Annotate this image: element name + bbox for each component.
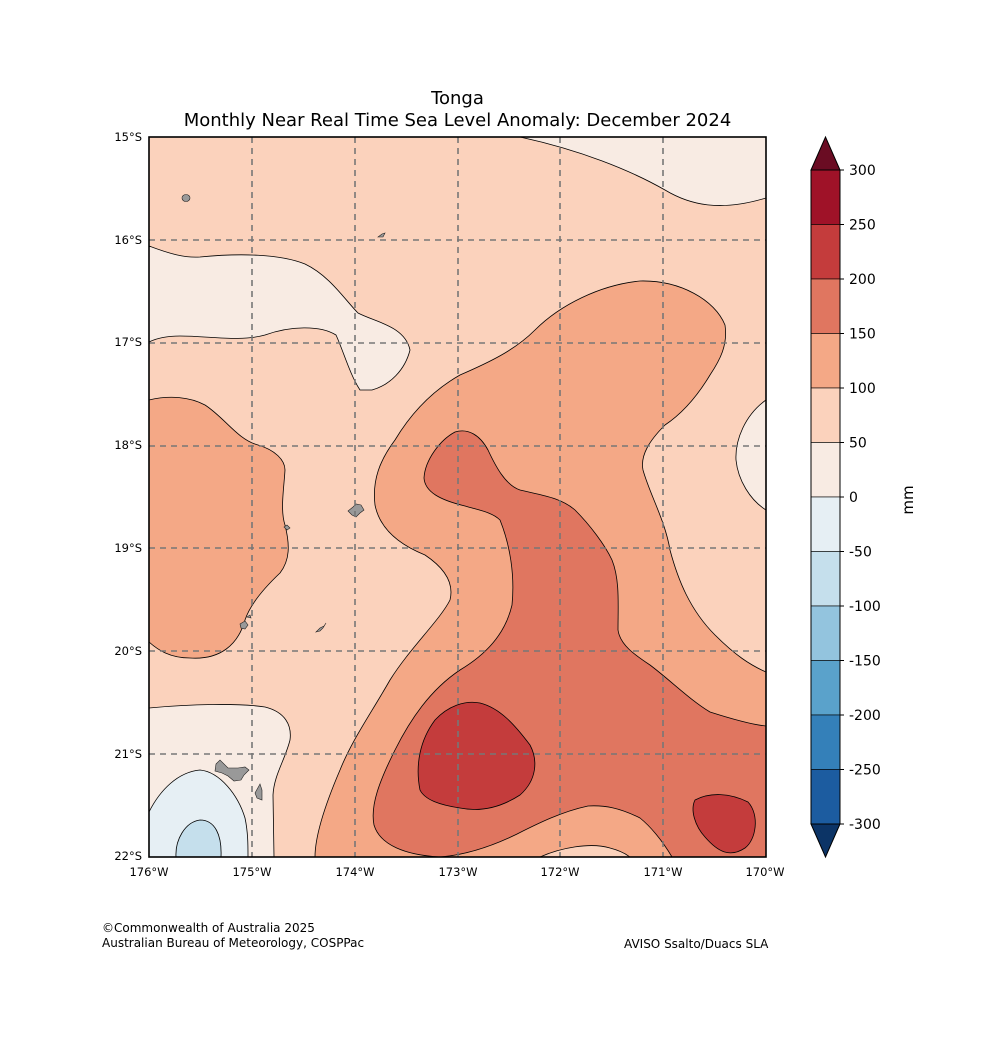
- colorbar-segment: [810, 333, 841, 389]
- colorbar-over-triangle: [810, 135, 841, 171]
- lon-label: 171°W: [643, 865, 682, 879]
- colorbar-under-triangle: [810, 823, 841, 859]
- lat-label: 19°S: [114, 541, 142, 555]
- colorbar-segment: [810, 169, 841, 225]
- contour-neg50-0-sw: [149, 769, 249, 857]
- lat-label: 22°S: [114, 849, 142, 863]
- map-title: Tonga: [431, 88, 484, 109]
- contour-neg100-neg50-sw: [175, 819, 222, 857]
- colorbar-tick-label: 300: [849, 163, 876, 179]
- map-subtitle: Monthly Near Real Time Sea Level Anomaly…: [183, 110, 732, 131]
- colorbar-segment: [810, 605, 841, 661]
- lat-label: 17°S: [114, 335, 142, 349]
- contour-50-100-south: [539, 845, 631, 857]
- map-frame: [148, 136, 767, 858]
- contour-100-150-west: [149, 396, 289, 659]
- colorbar-tick-label: -150: [849, 654, 881, 670]
- colorbar-tick-label: -50: [849, 545, 872, 561]
- colorbar-segment: [810, 224, 841, 280]
- lat-label: 15°S: [114, 130, 142, 144]
- colorbar-segment: [810, 714, 841, 770]
- island-tafahi: [377, 232, 386, 238]
- data-source: AVISO Ssalto/Duacs SLA: [624, 937, 769, 951]
- contour-0-50-ne: [519, 137, 766, 206]
- colorbar-tick-label: 150: [849, 327, 876, 343]
- colorbar-tick-label: 100: [849, 381, 876, 397]
- colorbar-segment: [810, 387, 841, 443]
- colorbar-segment: [810, 278, 841, 334]
- colorbar-unit-label: mm: [899, 485, 917, 514]
- land-masses: [181, 194, 386, 801]
- island-niuafoou: [181, 194, 191, 202]
- lat-label: 18°S: [114, 438, 142, 452]
- lon-label: 175°W: [232, 865, 271, 879]
- lon-label: 170°W: [745, 865, 784, 879]
- island-haapai-2: [246, 614, 252, 619]
- colorbar: 300 250 200 150 100 50 0 -50 -100 -150 -200 -250 -30…: [810, 135, 881, 859]
- island-vavau: [347, 503, 365, 518]
- graticule: [149, 137, 766, 857]
- colorbar-tick-label: 200: [849, 272, 876, 288]
- island-tongatapu: [214, 759, 250, 782]
- lat-axis: 15°S 16°S 17°S 18°S 19°S 20°S 21°S 22°S: [114, 130, 142, 863]
- contour-0-50-nw: [149, 245, 411, 391]
- lon-label: 174°W: [335, 865, 374, 879]
- island-eua: [254, 783, 263, 801]
- island-ata: [315, 622, 327, 633]
- lat-label: 21°S: [114, 747, 142, 761]
- colorbar-tick-label: -250: [849, 763, 881, 779]
- colorbar-tick-label: -300: [849, 817, 881, 833]
- colorbar-segment: [810, 442, 841, 498]
- copyright-credit: ©Commonwealth of Australia 2025 Australi…: [102, 921, 364, 951]
- contour-200-250-central: [417, 701, 536, 810]
- colorbar-segment: [810, 660, 841, 716]
- contour-200-250-east: [692, 794, 756, 854]
- colorbar-tick-label: -100: [849, 599, 881, 615]
- colorbar-tick-label: 0: [849, 490, 858, 506]
- colorbar-segment: [810, 769, 841, 825]
- colorbar-tick-label: 50: [849, 436, 867, 452]
- island-kotu: [239, 620, 249, 630]
- lat-label: 20°S: [114, 644, 142, 658]
- colorbar-tick-label: -200: [849, 708, 881, 724]
- anomaly-map: [149, 137, 766, 857]
- colorbar-segment: [810, 496, 841, 552]
- colorbar-tick-label: 250: [849, 218, 876, 234]
- lat-label: 16°S: [114, 233, 142, 247]
- island-haapai-1: [283, 524, 291, 531]
- lon-label: 176°W: [129, 865, 168, 879]
- contour-0-50-east: [735, 399, 766, 511]
- colorbar-segment: [810, 551, 841, 607]
- lon-axis: 176°W 175°W 174°W 173°W 172°W 171°W 170°…: [129, 865, 784, 879]
- lon-label: 172°W: [540, 865, 579, 879]
- lon-label: 173°W: [438, 865, 477, 879]
- copyright-line: ©Commonwealth of Australia 2025: [102, 921, 315, 935]
- agency-line: Australian Bureau of Meteorology, COSPPa…: [102, 936, 365, 950]
